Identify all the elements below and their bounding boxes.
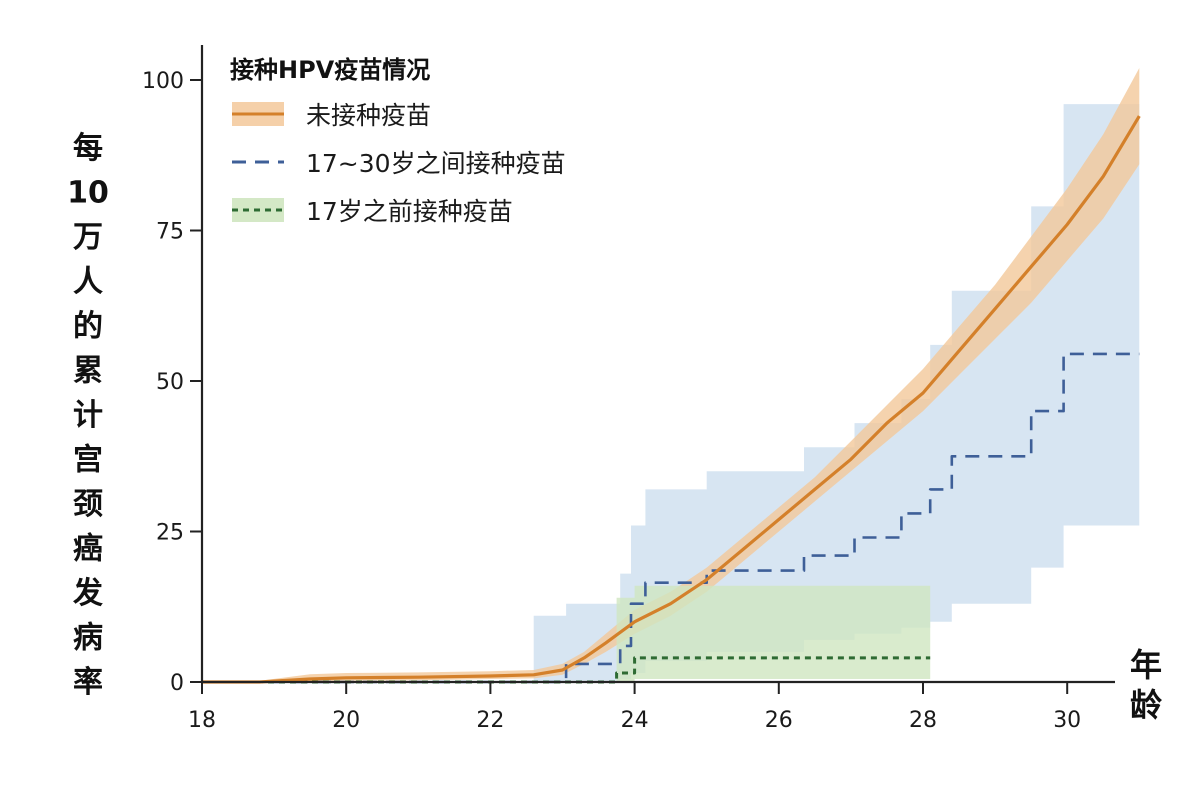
y-axis-label-char: 10 [67, 176, 109, 211]
x-ticks: 18 20 22 24 26 28 30 [188, 682, 1081, 733]
confidence-band-unvaccinated [202, 68, 1140, 682]
axes [200, 45, 1115, 684]
y-axis-label-char: 累 [73, 354, 103, 389]
y-tick-label-25: 25 [156, 521, 184, 546]
x-tick-label-24: 24 [621, 708, 649, 733]
x-axis-label: 年龄 [1130, 646, 1162, 724]
confidence-band-vax_before_17 [202, 585, 931, 682]
y-axis-label-char: 病 [73, 621, 103, 656]
y-axis-label-char: 宫 [73, 443, 103, 478]
y-tick-label-0: 0 [170, 671, 184, 696]
x-tick-label-26: 26 [765, 708, 793, 733]
y-tick-label-50: 50 [156, 370, 184, 395]
y-axis-label-char: 每 [73, 131, 103, 166]
y-tick-label-75: 75 [156, 220, 184, 245]
x-axis-label-char: 龄 [1130, 686, 1162, 724]
x-tick-label-22: 22 [476, 708, 504, 733]
y-axis-label-char: 的 [73, 309, 103, 344]
y-axis-label-char: 计 [73, 398, 103, 433]
x-tick-label-30: 30 [1053, 708, 1081, 733]
y-axis-label-char: 癌 [73, 532, 103, 567]
y-axis-label-char: 颈 [73, 487, 103, 522]
x-tick-label-20: 20 [332, 708, 360, 733]
x-tick-label-18: 18 [188, 708, 216, 733]
series-line-unvaccinated [202, 115, 1141, 684]
y-ticks: 0 25 50 75 100 [142, 69, 202, 696]
y-tick-label-100: 100 [142, 69, 184, 94]
x-axis-label-char: 年 [1130, 646, 1162, 684]
legend-label-unvaccinated: 未接种疫苗 [306, 101, 431, 130]
confidence-band-vax_17_30 [202, 104, 1140, 683]
series-line-vax_17_30 [202, 352, 1140, 684]
legend-label-vax-17-30: 17~30岁之间接种疫苗 [306, 149, 566, 178]
confidence-bands [202, 68, 1140, 683]
y-axis-label-char: 率 [73, 665, 103, 700]
y-axis-label-char: 发 [72, 576, 103, 611]
legend-title: 接种HPV疫苗情况 [230, 56, 430, 84]
legend-label-vax-before-17: 17岁之前接种疫苗 [306, 197, 513, 226]
y-axis-label-char: 人 [73, 265, 103, 300]
legend: 接种HPV疫苗情况 未接种疫苗 17~30岁之间接种疫苗 17岁之前接种疫苗 [230, 56, 566, 226]
y-axis-label-char: 万 [73, 220, 103, 255]
x-tick-label-28: 28 [909, 708, 937, 733]
